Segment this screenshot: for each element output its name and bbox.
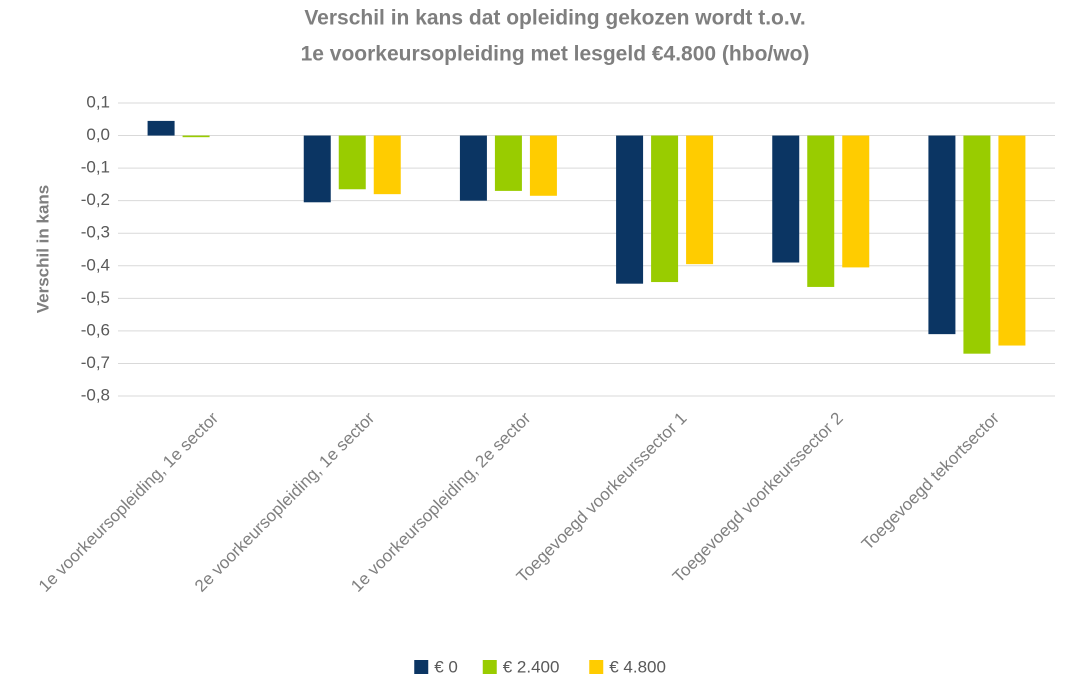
- bar: [686, 135, 714, 265]
- bar: [303, 135, 331, 203]
- bar: [147, 120, 175, 136]
- bar: [651, 135, 679, 283]
- x-tick-label: 1e voorkeursopleiding, 1e sector: [35, 408, 222, 595]
- bar: [998, 135, 1026, 346]
- y-tick-label: -0,8: [81, 385, 110, 404]
- bar: [963, 135, 991, 354]
- chart-title: 1e voorkeursopleiding met lesgeld €4.800…: [301, 43, 810, 66]
- y-tick-label: 0,1: [86, 92, 110, 111]
- bar: [494, 135, 522, 191]
- y-tick-label: -0,1: [81, 158, 110, 177]
- y-tick-label: 0,0: [86, 125, 110, 144]
- y-tick-label: -0,3: [81, 223, 110, 242]
- x-tick-label: Toegevoegd voorkeurssector 2: [669, 409, 847, 587]
- bar: [772, 135, 800, 263]
- legend-swatch: [414, 660, 429, 674]
- bar: [616, 135, 644, 284]
- chart-title: Verschil in kans dat opleiding gekozen w…: [304, 7, 805, 30]
- x-tick-label: 1e voorkeursopleiding, 2e sector: [347, 408, 534, 595]
- legend-swatch: [589, 660, 604, 674]
- y-tick-label: -0,2: [81, 190, 110, 209]
- x-tick-label: Toegevoegd voorkeurssector 1: [513, 409, 691, 587]
- y-axis-title: Verschil in kans: [33, 185, 52, 314]
- bar: [928, 135, 956, 335]
- bar: [338, 135, 366, 190]
- y-tick-label: -0,4: [81, 255, 110, 274]
- legend-label: € 2.400: [503, 657, 560, 676]
- legend-swatch: [482, 660, 497, 674]
- y-tick-label: -0,7: [81, 353, 110, 372]
- x-tick-label: 2e voorkeursopleiding, 1e sector: [191, 408, 378, 595]
- bar: [459, 135, 487, 201]
- bar: [807, 135, 835, 287]
- legend-label: € 0: [434, 657, 458, 676]
- y-tick-label: -0,6: [81, 320, 110, 339]
- legend-label: € 4.800: [609, 657, 666, 676]
- bar: [842, 135, 870, 268]
- x-tick-label: Toegevoegd tekortsector: [858, 408, 1003, 553]
- bar: [182, 135, 210, 138]
- bar: [529, 135, 557, 196]
- bar: [373, 135, 401, 195]
- y-tick-label: -0,5: [81, 288, 110, 307]
